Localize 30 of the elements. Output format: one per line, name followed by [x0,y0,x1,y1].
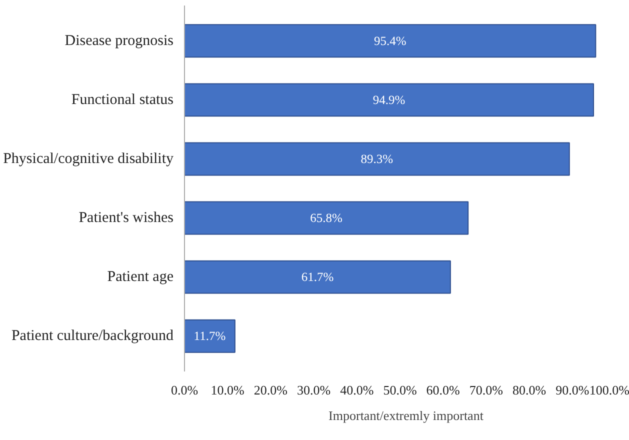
y-tick-label: Patient age [107,269,174,286]
y-tick-label: Functional status [71,92,174,108]
text: Important/extremly important [328,408,484,424]
data-label: 94.9% [372,92,406,107]
x-tick-label: 30.0% [297,382,331,398]
bar [184,319,236,353]
bar [184,260,451,294]
x-tick-label: 60.0% [426,382,460,398]
x-tick-label: 80.0% [512,382,546,398]
bar [184,201,469,235]
x-tick-label: 70.0% [469,382,504,398]
bar [184,24,596,58]
data-label: 89.3% [360,152,394,166]
data-label: 95.4% [374,34,406,48]
data-label: 11.7% [194,329,226,344]
y-tick-label: Patient culture/background [11,328,174,344]
data-label: 65.8% [310,211,342,226]
x-tick-label: 20.0% [254,382,288,398]
x-tick-label: 100.0% [589,382,629,398]
y-tick-label: Disease prognosis [64,32,174,49]
bar [184,142,570,176]
y-tick-label: Physical/cognitive disability [3,150,174,167]
y-tick-label: Patient's wishes [78,210,174,226]
x-tick-label: 10.0% [210,382,245,398]
bar [184,83,594,117]
x-tick-label: 50.0% [383,382,417,398]
x-tick-label: 90.0% [556,382,590,398]
x-tick-label: 40.0% [340,382,374,398]
x-tick-label: 0.0% [170,382,198,398]
data-label: 61.7% [301,270,334,284]
